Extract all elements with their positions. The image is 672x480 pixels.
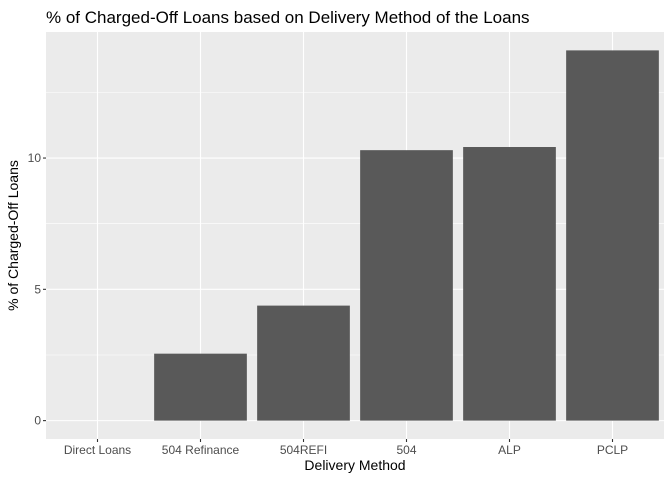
bars [154,50,659,421]
plot-panel [46,32,664,439]
x-tick-label: PCLP [597,443,628,457]
chart-title: % of Charged-Off Loans based on Delivery… [46,8,530,27]
grid-minor [46,92,664,356]
x-tick-label: 504 Refinance [162,443,240,457]
x-axis: Direct Loans 504 Refinance 504REFI 504 ALP PC… [64,439,628,457]
bar [463,147,556,421]
bar [360,150,453,421]
y-axis-title: % of Charged-Off Loans [5,160,21,311]
y-tick-label: 0 [34,414,41,428]
x-tick-label: ALP [498,443,521,457]
x-axis-title: Delivery Method [304,457,405,473]
x-tick-label: Direct Loans [64,443,131,457]
bar [257,305,350,421]
y-tick-label: 10 [28,151,42,165]
bar [566,50,659,421]
y-axis: 0 5 10 [28,151,46,428]
x-tick-label: 504 [396,443,416,457]
bar [154,353,247,421]
x-tick-label: 504REFI [280,443,327,457]
y-tick-label: 5 [34,282,41,296]
